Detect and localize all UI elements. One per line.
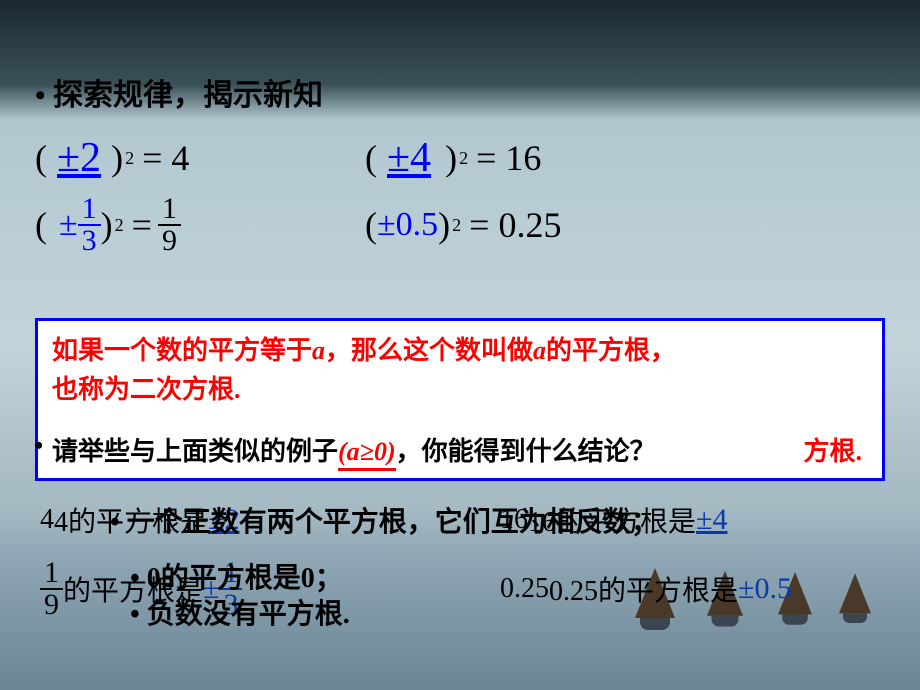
lparen: ( [365,204,377,246]
denominator: 9 [40,590,63,620]
rparen: ) [101,204,113,246]
slide-title: • 探索规律，揭示新知 [35,70,885,114]
definition-box: 如果一个数的平方等于a，那么这个数叫做a的平方根， 也称为二次方根. • 请举些… [35,318,885,481]
equals-result: = 4 [142,137,189,179]
exponent: 2 [459,148,468,169]
def-var: a [533,336,546,365]
answer-blue: ±0.5 [738,572,792,606]
eq-2-left: ( ± 1 3 ) 2 = 1 9 [35,194,365,256]
lparen: ( [35,204,47,246]
lower-region: 4 4的平方根是 ±2 16 16的平方根是 ±4 • 一个正数有两个平方根，它… [40,500,900,626]
def-text: 的平方根， [546,336,676,365]
answer-blue: ±4 [387,134,431,182]
exponent: 2 [125,148,134,169]
eq-2-right: ( ±0.5 ) 2 = 0.25 [365,204,561,246]
bullet-overlay-3: • 负数没有平方根. [130,592,350,632]
fraction-answer: 1 3 [78,194,101,256]
numerator: 1 [40,558,63,590]
def-text: 如果一个数的平方等于 [52,336,312,365]
bullet-icon: • [34,431,43,461]
denominator: 9 [158,226,181,256]
question-text: 请举些与上面类似的例子 [52,437,338,466]
def-text: 也称为二次方根. [52,375,241,404]
answer-blue: ±0.5 [377,206,438,244]
pm-sign: ± [59,206,78,244]
exponent: 2 [115,215,124,236]
definition-line-1: 如果一个数的平方等于a，那么这个数叫做a的平方根， [52,331,868,370]
fraction-result: 1 9 [158,194,181,256]
equation-row-1: ( ±2 ) 2 = 4 ( ±4 ) 2 = 16 [35,134,885,182]
equals-result: = 0.25 [469,204,561,246]
root-row-2: 1 9 的平方根是 ± 1 3 0.25 0.25的平方根是 ±0.5 • 0的… [40,558,900,620]
question-text: ，你能得到什么结论？ [396,437,656,466]
equals-result: = 16 [476,137,541,179]
denominator: 3 [78,226,101,256]
red-tail: 方根. [803,431,862,468]
title-bullet: • [35,79,46,112]
exponent: 2 [452,215,461,236]
fraction: 1 9 [40,558,63,620]
definition-line-3: • 请举些与上面类似的例子(a≥0)，你能得到什么结论？ 方根. [52,431,868,468]
rule-text: • 负数没有平方根. [130,599,350,630]
condition-red: (a≥0) [338,437,396,471]
equals: = [132,204,152,246]
numerator: 1 [78,194,101,226]
equation-row-2: ( ± 1 3 ) 2 = 1 9 ( ±0.5 ) 2 [35,194,885,256]
numerator: 1 [158,194,181,226]
rule-text: • 一个正数有两个平方根，它们互为相反数； [110,507,659,538]
bullet-overlay-1: • 一个正数有两个平方根，它们互为相反数； [110,500,659,540]
answer-blue: ±2 [57,134,101,182]
root-row-1: 4 4的平方根是 ±2 16 16的平方根是 ±4 • 一个正数有两个平方根，它… [40,500,900,540]
def-var: a [312,336,325,365]
rule-text: • 0的平方根是0； [130,563,343,594]
title-text: 探索规律，揭示新知 [53,79,323,112]
lparen: ( [35,137,47,179]
eq-1-left: ( ±2 ) 2 = 4 [35,134,365,182]
def-text: ，那么这个数叫做 [325,336,533,365]
rparen: ) [111,137,123,179]
definition-line-2: 也称为二次方根. [52,370,868,409]
lparen: ( [365,137,377,179]
answer-blue: ±4 [696,503,727,537]
label-text: 0.25的平方根是 [549,569,738,609]
rparen: ) [438,204,450,246]
eq-1-right: ( ±4 ) 2 = 16 [365,134,541,182]
bullet-overlay-2: • 0的平方根是0； [130,556,343,596]
rparen: ) [445,137,457,179]
